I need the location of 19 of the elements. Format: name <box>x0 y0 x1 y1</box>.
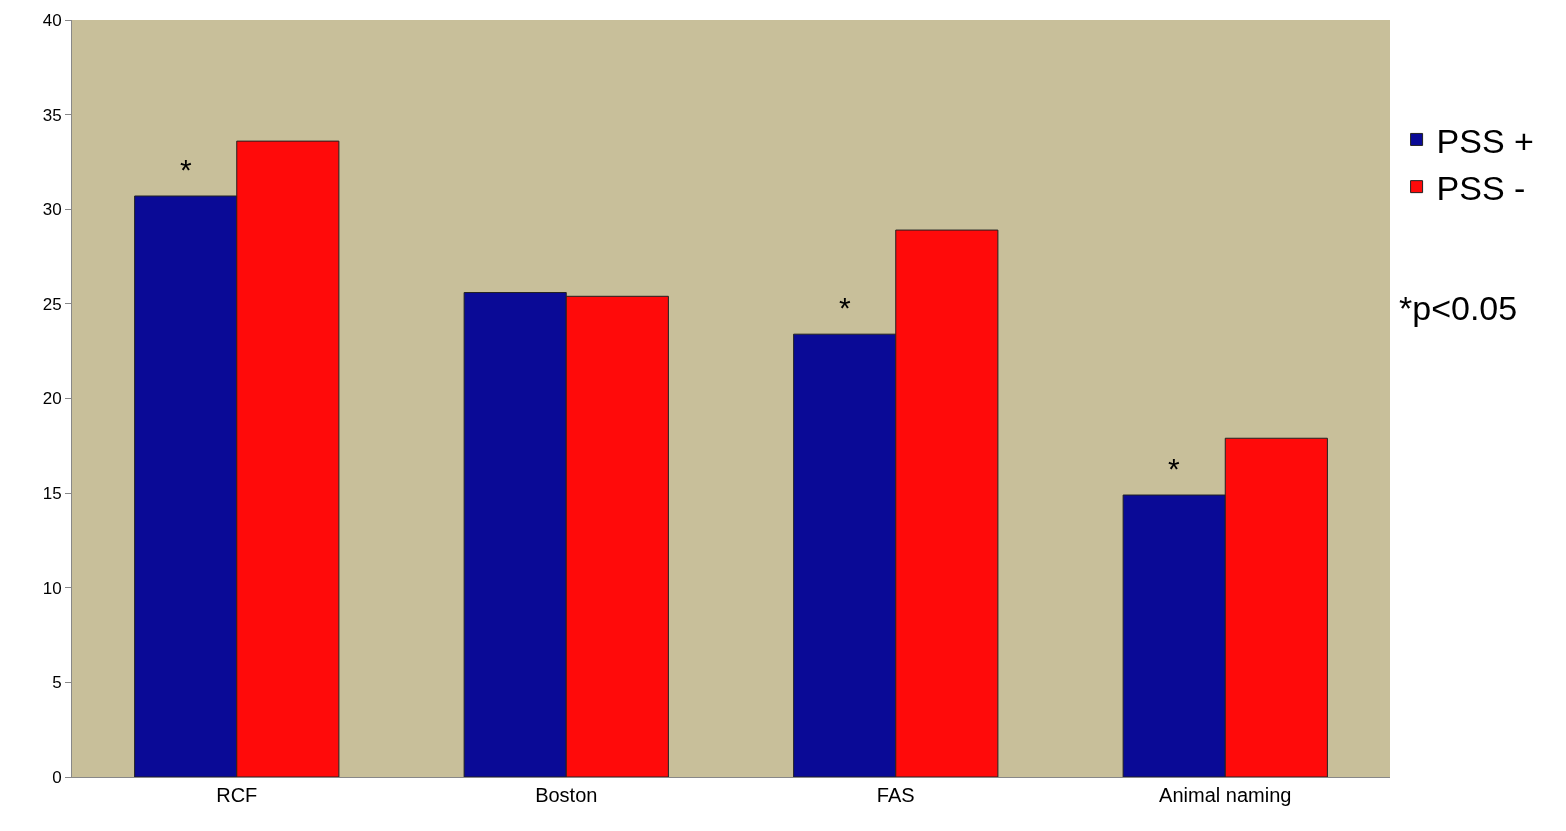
x-tick-label: Boston <box>535 784 598 806</box>
y-tick-label: 35 <box>42 105 62 125</box>
y-tick-label: 5 <box>52 673 62 693</box>
annotation: * <box>180 153 192 186</box>
x-tick-label: Animal naming <box>1159 784 1292 806</box>
legend-label: PSS + <box>1436 121 1534 160</box>
x-tick-label: RCF <box>216 784 258 806</box>
legend-label: PSS - <box>1436 168 1526 207</box>
annotation: * <box>1168 452 1180 485</box>
y-tick-label: 10 <box>42 578 62 598</box>
y-tick-label: 0 <box>52 767 62 787</box>
text: *p<0.05 <box>1399 289 1518 327</box>
x-tick-label: FAS <box>876 784 915 806</box>
y-tick-label: 40 <box>42 10 62 30</box>
y-tick-label: 20 <box>42 389 62 409</box>
y-tick-label: 30 <box>42 200 62 220</box>
annotation: * <box>839 291 851 324</box>
y-tick-label: 15 <box>42 484 62 504</box>
y-tick-label: 25 <box>42 294 62 314</box>
